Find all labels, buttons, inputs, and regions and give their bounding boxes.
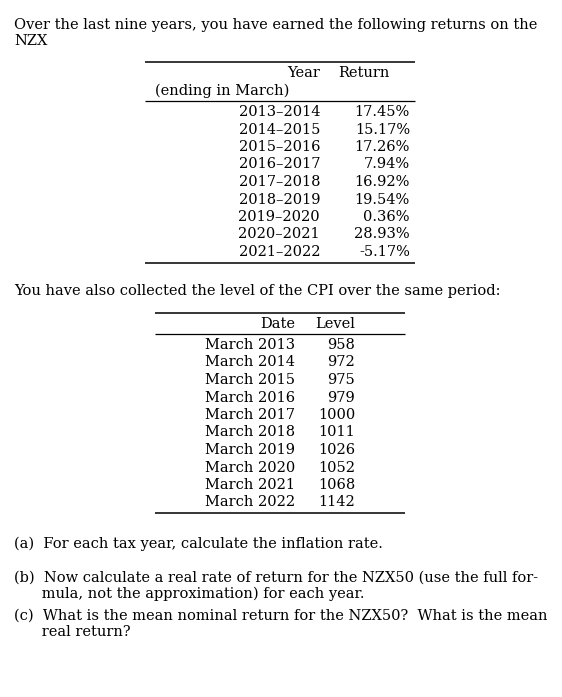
Text: (b)  Now calculate a real rate of return for the NZX50 (use the full for-: (b) Now calculate a real rate of return … xyxy=(14,571,538,585)
Text: 975: 975 xyxy=(327,373,355,387)
Text: 2014–2015: 2014–2015 xyxy=(239,123,320,137)
Text: 2013–2014: 2013–2014 xyxy=(238,105,320,119)
Text: (c)  What is the mean nominal return for the NZX50?  What is the mean: (c) What is the mean nominal return for … xyxy=(14,609,547,623)
Text: March 2018: March 2018 xyxy=(205,425,295,440)
Text: Over the last nine years, you have earned the following returns on the: Over the last nine years, you have earne… xyxy=(14,18,537,32)
Text: 28.93%: 28.93% xyxy=(355,227,410,241)
Text: 1011: 1011 xyxy=(318,425,355,440)
Text: Date: Date xyxy=(260,316,295,330)
Text: March 2020: March 2020 xyxy=(205,461,295,475)
Text: 1142: 1142 xyxy=(318,496,355,510)
Text: You have also collected the level of the CPI over the same period:: You have also collected the level of the… xyxy=(14,284,501,298)
Text: 972: 972 xyxy=(327,355,355,369)
Text: (a)  For each tax year, calculate the inflation rate.: (a) For each tax year, calculate the inf… xyxy=(14,537,383,551)
Text: 1052: 1052 xyxy=(318,461,355,475)
Text: March 2013: March 2013 xyxy=(205,338,295,352)
Text: 2019–2020: 2019–2020 xyxy=(238,210,320,224)
Text: 2020–2021: 2020–2021 xyxy=(238,227,320,241)
Text: -5.17%: -5.17% xyxy=(359,245,410,259)
Text: mula, not the approximation) for each year.: mula, not the approximation) for each ye… xyxy=(14,587,365,601)
Text: March 2022: March 2022 xyxy=(205,496,295,510)
Text: 17.45%: 17.45% xyxy=(355,105,410,119)
Text: 1026: 1026 xyxy=(318,443,355,457)
Text: Return: Return xyxy=(338,66,389,80)
Text: 17.26%: 17.26% xyxy=(355,140,410,154)
Text: 15.17%: 15.17% xyxy=(355,123,410,137)
Text: March 2019: March 2019 xyxy=(205,443,295,457)
Text: March 2017: March 2017 xyxy=(205,408,295,422)
Text: 2015–2016: 2015–2016 xyxy=(238,140,320,154)
Text: 7.94%: 7.94% xyxy=(364,158,410,171)
Text: 2021–2022: 2021–2022 xyxy=(238,245,320,259)
Text: 1068: 1068 xyxy=(318,478,355,492)
Text: (ending in March): (ending in March) xyxy=(155,84,289,98)
Text: March 2014: March 2014 xyxy=(205,355,295,369)
Text: 979: 979 xyxy=(327,390,355,404)
Text: 2018–2019: 2018–2019 xyxy=(238,192,320,206)
Text: Year: Year xyxy=(287,66,320,80)
Text: Level: Level xyxy=(315,316,355,330)
Text: 19.54%: 19.54% xyxy=(355,192,410,206)
Text: 2017–2018: 2017–2018 xyxy=(238,175,320,189)
Text: real return?: real return? xyxy=(14,625,130,639)
Text: 16.92%: 16.92% xyxy=(355,175,410,189)
Text: March 2016: March 2016 xyxy=(205,390,295,404)
Text: 0.36%: 0.36% xyxy=(364,210,410,224)
Text: 958: 958 xyxy=(327,338,355,352)
Text: 2016–2017: 2016–2017 xyxy=(238,158,320,171)
Text: March 2021: March 2021 xyxy=(205,478,295,492)
Text: 1000: 1000 xyxy=(318,408,355,422)
Text: March 2015: March 2015 xyxy=(205,373,295,387)
Text: NZX: NZX xyxy=(14,34,47,48)
